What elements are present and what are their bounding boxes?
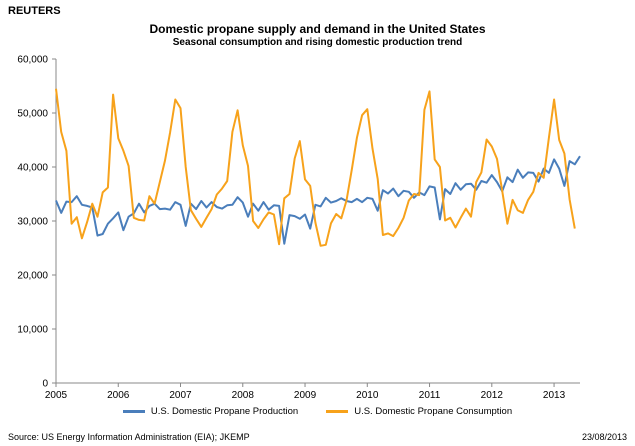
legend: U.S. Domestic Propane Production U.S. Do…	[0, 406, 635, 417]
chart-title: Domestic propane supply and demand in th…	[149, 22, 486, 36]
reuters-logo: REUTERS	[8, 5, 61, 17]
x-tick-label: 2013	[543, 390, 566, 401]
x-tick-label: 2012	[481, 390, 504, 401]
y-tick-label: 20,000	[17, 271, 48, 282]
legend-item-consumption: U.S. Domestic Propane Consumption	[326, 406, 512, 417]
y-tick-label: 10,000	[17, 325, 48, 336]
x-axis: 2005 2006 2007 2008 2009 2010 2011 2012 2013	[45, 382, 580, 401]
x-tick-label: 2005	[45, 390, 68, 401]
x-tick-label: 2011	[419, 390, 441, 401]
y-tick-label: 60,000	[17, 55, 48, 66]
legend-label-production: U.S. Domestic Propane Production	[150, 406, 299, 417]
series-line-production	[55, 155, 581, 245]
legend-item-production: U.S. Domestic Propane Production	[122, 406, 299, 417]
series-lines	[55, 88, 581, 247]
x-tick-label: 2009	[294, 390, 317, 401]
chart-subtitle: Seasonal consumption and rising domestic…	[172, 37, 463, 48]
legend-swatch-consumption	[326, 410, 349, 413]
series-line-consumption	[55, 88, 576, 247]
x-tick-label: 2007	[169, 390, 192, 401]
y-tick-label: 50,000	[17, 109, 48, 120]
source-note: Source: US Energy Information Administra…	[8, 432, 250, 442]
y-tick-label: 0	[42, 379, 48, 390]
legend-label-consumption: U.S. Domestic Propane Consumption	[354, 406, 513, 417]
y-tick-label: 40,000	[17, 163, 48, 174]
publish-date: 23/08/2013	[581, 432, 627, 442]
legend-swatch-production	[122, 410, 145, 413]
y-tick-label: 30,000	[17, 217, 48, 228]
x-tick-label: 2008	[232, 390, 255, 401]
y-axis: 0 10,000 20,000 30,000 40,000 50,000 60,000	[17, 55, 57, 390]
x-tick-label: 2010	[356, 390, 379, 401]
x-tick-label: 2006	[107, 390, 130, 401]
